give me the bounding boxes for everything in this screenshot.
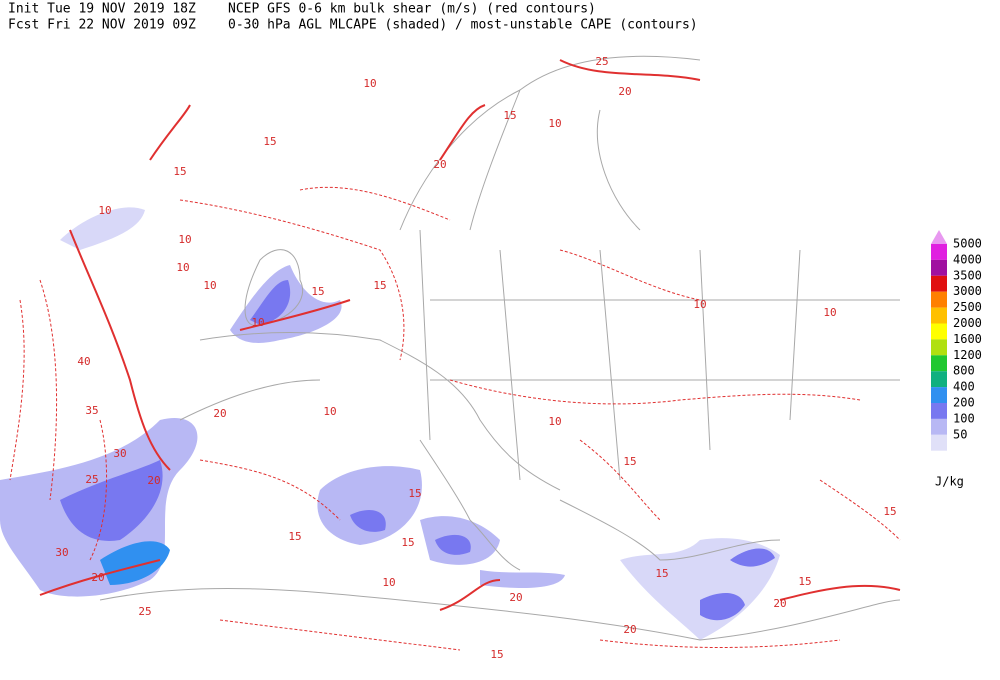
map: 10 15 25 20 15 10 20 10 15 10 10 15 10 10 40 35 30 25 20 30… — [0, 55, 901, 661]
coastlines — [99, 55, 901, 641]
colorbar-box — [931, 291, 947, 308]
colorbar-box — [931, 275, 947, 292]
colorbar-box — [931, 339, 947, 356]
contour-label: 15 — [623, 455, 636, 468]
contour-label: 10 — [693, 298, 706, 311]
colorbar-extend — [931, 230, 947, 244]
model-title: NCEP GFS 0-6 km bulk shear (m/s) (red co… — [228, 2, 596, 17]
contour-label: 20 — [618, 85, 631, 98]
colorbar-label: 4000 — [953, 252, 982, 266]
contour-label: 10 — [176, 261, 189, 274]
colorbar-label: 1600 — [953, 332, 982, 346]
contour-label: 10 — [382, 576, 395, 589]
colorbar-box — [931, 418, 947, 435]
colorbar-label: 3000 — [953, 284, 982, 298]
contour-label: 20 — [623, 623, 636, 636]
colorbar-box — [931, 259, 947, 276]
cape-shading — [0, 207, 780, 640]
colorbar-label: 200 — [953, 396, 975, 410]
colorbar-label: 5000 — [953, 237, 982, 251]
contour-label: 20 — [509, 591, 522, 604]
contour-label: 15 — [655, 567, 668, 580]
colorbar-box — [931, 307, 947, 324]
contour-label: 40 — [77, 355, 90, 368]
contour-label: 30 — [113, 447, 126, 460]
colorbar-label: 800 — [953, 364, 975, 378]
contour-label: 20 — [213, 407, 226, 420]
contour-label: 15 — [311, 285, 324, 298]
contour-label: 10 — [98, 204, 111, 217]
contour-label: 30 — [55, 546, 68, 559]
contour-label: 15 — [373, 279, 386, 292]
subtitle: 0-30 hPa AGL MLCAPE (shaded) / most-unst… — [228, 18, 698, 33]
contour-label: 15 — [288, 530, 301, 543]
colorbar-label: 3500 — [953, 268, 982, 282]
contour-label: 20 — [433, 158, 446, 171]
contour-label: 10 — [203, 279, 216, 292]
contour-labels: 10 15 25 20 15 10 20 10 15 10 10 15 10 10 40 35 30 25 20 30… — [55, 55, 896, 661]
fcst-label: Fcst Fri 22 NOV 2019 09Z — [8, 18, 196, 33]
colorbar-label: 2500 — [953, 300, 982, 314]
contour-label: 25 — [595, 55, 608, 68]
contour-label: 15 — [401, 536, 414, 549]
contour-label: 10 — [323, 405, 336, 418]
contour-label: 25 — [138, 605, 151, 618]
colorbar-box — [931, 434, 947, 451]
contour-label: 10 — [548, 415, 561, 428]
contour-label: 10 — [823, 306, 836, 319]
contour-label: 10 — [548, 117, 561, 130]
colorbar-box — [931, 403, 947, 419]
contour-label: 20 — [91, 571, 104, 584]
contour-label: 15 — [408, 487, 421, 500]
colorbar-label: 1200 — [953, 348, 982, 362]
contour-label: 20 — [773, 597, 786, 610]
contour-label: 15 — [173, 165, 186, 178]
colorbar-unit: J/kg — [935, 475, 964, 489]
contour-label: 15 — [503, 109, 516, 122]
shear-contours — [9, 59, 901, 651]
colorbar-label: 2000 — [953, 316, 982, 330]
contour-label: 10 — [363, 77, 376, 90]
colorbar-label: 100 — [953, 411, 975, 425]
contour-label: 15 — [798, 575, 811, 588]
contour-label: 15 — [883, 505, 896, 518]
colorbar-label: 400 — [953, 380, 975, 394]
colorbar-box — [931, 355, 947, 372]
contour-label: 35 — [85, 404, 98, 417]
contour-label: 10 — [251, 316, 264, 329]
contour-label: 10 — [178, 233, 191, 246]
init-label: Init Tue 19 NOV 2019 18Z — [8, 2, 196, 17]
colorbar-box — [931, 244, 947, 260]
contour-label: 15 — [263, 135, 276, 148]
contour-label: 20 — [147, 474, 160, 487]
colorbar-box — [931, 387, 947, 403]
colorbar-label: 50 — [953, 427, 967, 441]
contour-label: 15 — [490, 648, 503, 661]
colorbar-box — [931, 371, 947, 388]
colorbar-box — [931, 323, 947, 340]
contour-label: 25 — [85, 473, 98, 486]
